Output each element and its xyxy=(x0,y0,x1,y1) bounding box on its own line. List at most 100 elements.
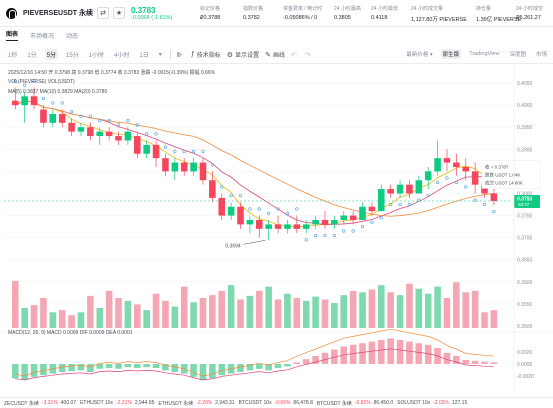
tf-4h[interactable]: 4小时 xyxy=(114,53,130,59)
candle-body xyxy=(406,184,413,194)
tab-feed[interactable]: 动态 xyxy=(66,33,79,40)
candle-body xyxy=(134,136,141,154)
candle-body xyxy=(284,224,291,229)
price-axis-label: 0.3900 xyxy=(517,147,533,153)
view-native[interactable]: 原生版 xyxy=(440,49,462,59)
volume-bar xyxy=(162,300,169,328)
volume-bar xyxy=(302,300,310,328)
stat-index-price: 指数价格 0.3782 xyxy=(243,6,264,21)
view-tradingview[interactable]: TradingView xyxy=(469,51,500,57)
sar-dot xyxy=(464,185,468,189)
ticker-price: 2,943.31 xyxy=(215,399,235,406)
volume-bar xyxy=(58,310,66,328)
view-depth[interactable]: 深度图 xyxy=(509,52,526,58)
view-market[interactable]: 市场 xyxy=(535,52,547,58)
volume-bar xyxy=(368,289,376,328)
sar-dot xyxy=(445,176,449,180)
redo-icon[interactable]: ↷ xyxy=(304,51,311,59)
volume-bar xyxy=(124,300,132,328)
sar-dot xyxy=(492,209,496,214)
macd-bar xyxy=(378,340,385,364)
tab-market-overview[interactable]: 市场概况 xyxy=(30,33,55,40)
candle-body xyxy=(378,189,385,212)
tab-chart[interactable]: 图表 xyxy=(6,29,19,41)
indicators-icon: ƒ xyxy=(190,51,195,58)
candle-body xyxy=(162,158,169,172)
candle-body xyxy=(312,219,319,225)
tooltip-line: 成交 USDT 14.60K xyxy=(485,179,523,186)
current-price-countdown: 03:37 xyxy=(518,202,530,207)
candle-body xyxy=(481,184,488,194)
macd-bar xyxy=(396,340,404,364)
price-axis-label: 0.3650 xyxy=(517,258,533,264)
ticker-change: -2.03% xyxy=(433,400,449,406)
volume-bar xyxy=(462,292,470,328)
hover-tooltip xyxy=(481,160,541,189)
tf-dropdown-icon[interactable]: ▾ xyxy=(158,52,162,58)
candle-body xyxy=(424,171,432,181)
indicators-button[interactable]: ƒ 技术指标 xyxy=(190,51,221,59)
chart-type-icon[interactable]: ⊪ xyxy=(176,51,183,59)
volume-bar xyxy=(171,306,179,328)
macd-bar xyxy=(21,364,28,380)
candle-body xyxy=(237,206,244,225)
macd-axis-label: -0.0020 xyxy=(517,374,534,380)
macd-bar xyxy=(124,364,132,368)
display-settings-button[interactable]: ⚙ 显示设置 xyxy=(226,51,260,60)
candle-body xyxy=(265,224,272,229)
sar-dot xyxy=(370,220,374,224)
tf-15m[interactable]: 15分 xyxy=(66,53,79,59)
star-icon[interactable]: ★ xyxy=(113,7,126,19)
sar-dot xyxy=(60,101,64,105)
tf-1m[interactable]: 1分 xyxy=(27,53,37,59)
volume-bar xyxy=(321,299,329,328)
volume-bar xyxy=(359,292,366,328)
tf-1d[interactable]: 1日 xyxy=(139,53,149,59)
sar-dot xyxy=(210,163,214,167)
tf-5m[interactable]: 5分 xyxy=(44,49,59,60)
ticker-name: SOLUSDT 10x xyxy=(397,400,431,406)
market-ticker: ZECUSDT 永续 -3.31% 400.07 ETHUSDT 10x -2.21% 2… xyxy=(0,397,553,408)
sar-dot xyxy=(398,202,402,207)
kline-chart[interactable]: 0.40500.40000.39500.39000.38500.38000.37… xyxy=(0,64,553,394)
candlestick-svg[interactable]: 0.40500.40000.39500.39000.38500.38000.37… xyxy=(0,64,553,394)
price-type-select[interactable]: 最新价格 ▾ xyxy=(406,52,433,58)
volume-bar xyxy=(190,302,197,328)
sar-dot xyxy=(267,211,271,215)
swap-icon[interactable]: ⇄ xyxy=(97,7,110,19)
sar-dot xyxy=(285,211,290,215)
stat-volume: 24 小时成交量 1,127.80万 PIEVERSE xyxy=(411,6,467,23)
macd-bar xyxy=(134,364,141,368)
sar-dot xyxy=(257,207,261,211)
ticker-item[interactable]: BTCUSDT 永续 -0.61% 86,450.0 xyxy=(317,400,393,407)
candle-body xyxy=(443,158,451,163)
sar-dot xyxy=(201,149,205,154)
ticker-item[interactable]: ETHUSDT 10x -2.21% 2,944.95 xyxy=(80,400,154,406)
ticker-item[interactable]: ETHUSDT 永续 -2.20% 2,943.31 xyxy=(158,400,234,407)
macd-bar xyxy=(218,364,226,376)
candle-body xyxy=(124,131,132,141)
pair-title[interactable]: PIEVERSEUSDT 永续 xyxy=(23,10,94,17)
candle-body xyxy=(471,171,479,185)
macd-bar xyxy=(490,362,498,364)
symbol-header: PIEVERSEUSDT 永续 ⇄ ★ 0.3783 -0.0068 (-1.8… xyxy=(0,0,553,27)
tf-1s[interactable]: 1秒 xyxy=(8,53,18,59)
settings-icon: ⚙ xyxy=(226,51,234,59)
ticker-item[interactable]: ZECUSDT 永续 -3.31% 400.07 xyxy=(4,400,76,407)
ticker-item[interactable]: SOLUSDT 10x -2.03% 127.15 xyxy=(397,400,467,406)
undo-icon[interactable]: ↶ xyxy=(290,51,297,59)
macd-bar xyxy=(68,364,75,372)
macd-bar xyxy=(368,341,376,364)
sar-dot xyxy=(126,118,130,123)
drawing-button[interactable]: ✎ 画线 xyxy=(265,51,285,60)
ticker-item[interactable]: BTCUSDT 10x -0.66% 86,478.8 xyxy=(239,400,313,406)
sar-dot xyxy=(379,216,383,220)
candle-body xyxy=(331,219,338,225)
macd-bar xyxy=(359,343,366,364)
tf-1h[interactable]: 1小时 xyxy=(88,53,105,59)
macd-bar xyxy=(246,364,254,371)
stat-turnover: 24 小时成交 ₽5,261,27 xyxy=(516,6,543,21)
ma20-line xyxy=(15,100,494,217)
candle-body xyxy=(387,189,394,194)
price-box: 0.3783 -0.0068 (-1.81%) xyxy=(131,6,181,21)
